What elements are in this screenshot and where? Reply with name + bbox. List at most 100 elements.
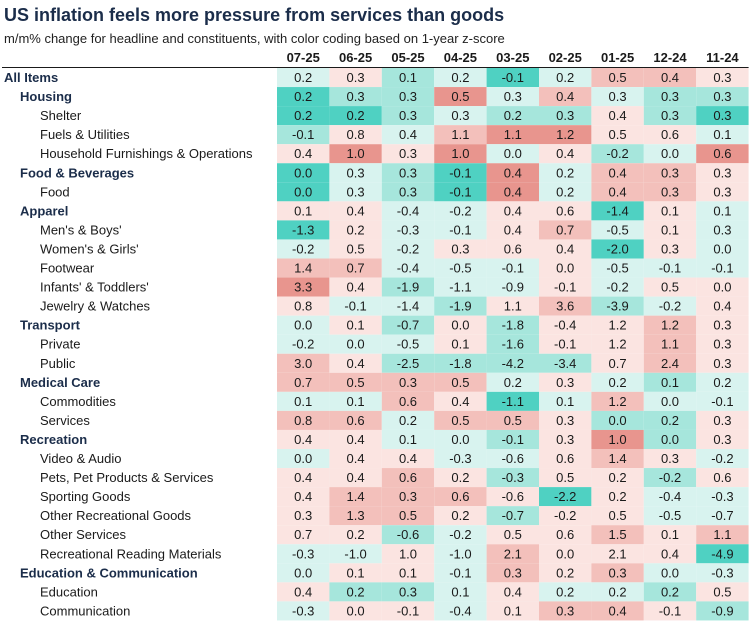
cell-value: 0.6 bbox=[556, 451, 574, 466]
heat-cell bbox=[696, 391, 749, 411]
cell-value: -1.4 bbox=[397, 299, 419, 314]
heat-cell bbox=[696, 487, 749, 507]
heat-cell bbox=[539, 258, 592, 278]
heat-cell bbox=[329, 601, 382, 621]
heat-cell bbox=[591, 106, 644, 126]
heat-cell bbox=[277, 125, 330, 145]
cell-value: 0.4 bbox=[661, 70, 679, 85]
cell-value: -0.1 bbox=[449, 565, 471, 580]
cell-value: 0.0 bbox=[451, 432, 469, 447]
heat-cell bbox=[277, 239, 330, 259]
cell-value: -0.1 bbox=[344, 299, 366, 314]
cell-value: 0.3 bbox=[661, 241, 679, 256]
heat-cell bbox=[696, 525, 749, 545]
cell-value: 0.3 bbox=[399, 165, 417, 180]
cell-value: 0.3 bbox=[451, 241, 469, 256]
heat-cell bbox=[329, 163, 382, 183]
heat-cell bbox=[696, 410, 749, 430]
heat-cell bbox=[381, 258, 435, 278]
row-label: Private bbox=[40, 337, 80, 352]
row-label: Food bbox=[40, 184, 70, 199]
cell-value: -0.1 bbox=[659, 261, 681, 276]
heat-cell bbox=[591, 201, 644, 221]
cell-value: -0.9 bbox=[711, 603, 733, 618]
cell-value: 0.5 bbox=[451, 375, 469, 390]
heat-cell bbox=[329, 449, 382, 469]
cell-value: 0.3 bbox=[556, 432, 574, 447]
cell-value: 0.7 bbox=[294, 375, 312, 390]
heat-cell bbox=[539, 277, 592, 297]
heat-cell bbox=[539, 468, 592, 488]
cell-value: -0.1 bbox=[502, 70, 524, 85]
heat-cell bbox=[486, 563, 539, 583]
heat-cell bbox=[696, 544, 749, 564]
cell-value: 0.2 bbox=[661, 413, 679, 428]
cell-value: 0.4 bbox=[294, 584, 312, 599]
cell-value: 0.7 bbox=[347, 261, 365, 276]
heat-cell bbox=[381, 201, 435, 221]
heat-cell bbox=[277, 468, 330, 488]
heat-cell bbox=[643, 544, 697, 564]
cell-value: 0.0 bbox=[713, 241, 731, 256]
cell-value: 0.0 bbox=[556, 261, 574, 276]
heat-cell bbox=[434, 429, 487, 449]
heat-cell bbox=[539, 525, 592, 545]
heat-cell bbox=[696, 353, 749, 373]
heat-cell bbox=[696, 429, 749, 449]
heat-cell bbox=[539, 125, 592, 145]
column-header: 05-25 bbox=[391, 50, 424, 65]
heat-cell bbox=[329, 87, 382, 107]
heat-cell bbox=[486, 106, 539, 126]
cell-value: 0.0 bbox=[294, 451, 312, 466]
cell-value: 0.4 bbox=[661, 546, 679, 561]
cell-value: 0.0 bbox=[609, 413, 627, 428]
heat-cell bbox=[539, 449, 592, 469]
cell-value: 0.1 bbox=[556, 394, 574, 409]
row-label: Education bbox=[40, 584, 98, 599]
heat-cell bbox=[277, 334, 330, 354]
heat-cell bbox=[329, 125, 382, 145]
heat-cell bbox=[329, 544, 382, 564]
cell-value: 0.2 bbox=[347, 584, 365, 599]
cell-value: 1.1 bbox=[504, 299, 522, 314]
cell-value: 0.3 bbox=[713, 318, 731, 333]
cell-value: 3.6 bbox=[556, 299, 574, 314]
heat-cell bbox=[486, 258, 539, 278]
heat-cell bbox=[277, 429, 330, 449]
cell-value: 0.4 bbox=[347, 470, 365, 485]
heat-cell bbox=[329, 277, 382, 297]
heat-cell bbox=[696, 563, 749, 583]
cell-value: -0.1 bbox=[449, 222, 471, 237]
cell-value: 0.4 bbox=[713, 299, 731, 314]
cell-value: 0.2 bbox=[504, 375, 522, 390]
heat-cell bbox=[539, 334, 592, 354]
heat-cell bbox=[539, 429, 592, 449]
heat-cell bbox=[329, 182, 382, 202]
cell-value: 1.1 bbox=[713, 527, 731, 542]
heat-cell bbox=[434, 372, 487, 392]
heat-cell bbox=[277, 182, 330, 202]
cell-value: 0.3 bbox=[661, 89, 679, 104]
row-label: Transport bbox=[20, 318, 81, 333]
heat-cell bbox=[329, 258, 382, 278]
cell-value: -4.9 bbox=[711, 546, 733, 561]
cell-value: 0.4 bbox=[504, 222, 522, 237]
cell-value: 1.4 bbox=[294, 261, 312, 276]
heat-cell bbox=[539, 163, 592, 183]
cell-value: 0.4 bbox=[347, 432, 365, 447]
cell-value: -0.7 bbox=[397, 318, 419, 333]
cell-value: 0.3 bbox=[399, 584, 417, 599]
cell-value: 2.1 bbox=[504, 546, 522, 561]
cell-value: -0.3 bbox=[292, 603, 314, 618]
cell-value: 0.4 bbox=[556, 89, 574, 104]
heat-cell bbox=[486, 391, 539, 411]
heat-cell bbox=[643, 563, 697, 583]
cell-value: 0.3 bbox=[399, 108, 417, 123]
cell-value: 0.2 bbox=[556, 70, 574, 85]
cell-value: 0.4 bbox=[451, 394, 469, 409]
row-label: Education & Communication bbox=[20, 565, 198, 580]
cell-value: 0.5 bbox=[504, 413, 522, 428]
heat-cell bbox=[329, 372, 382, 392]
heat-cell bbox=[696, 582, 749, 602]
cell-value: 0.2 bbox=[713, 375, 731, 390]
